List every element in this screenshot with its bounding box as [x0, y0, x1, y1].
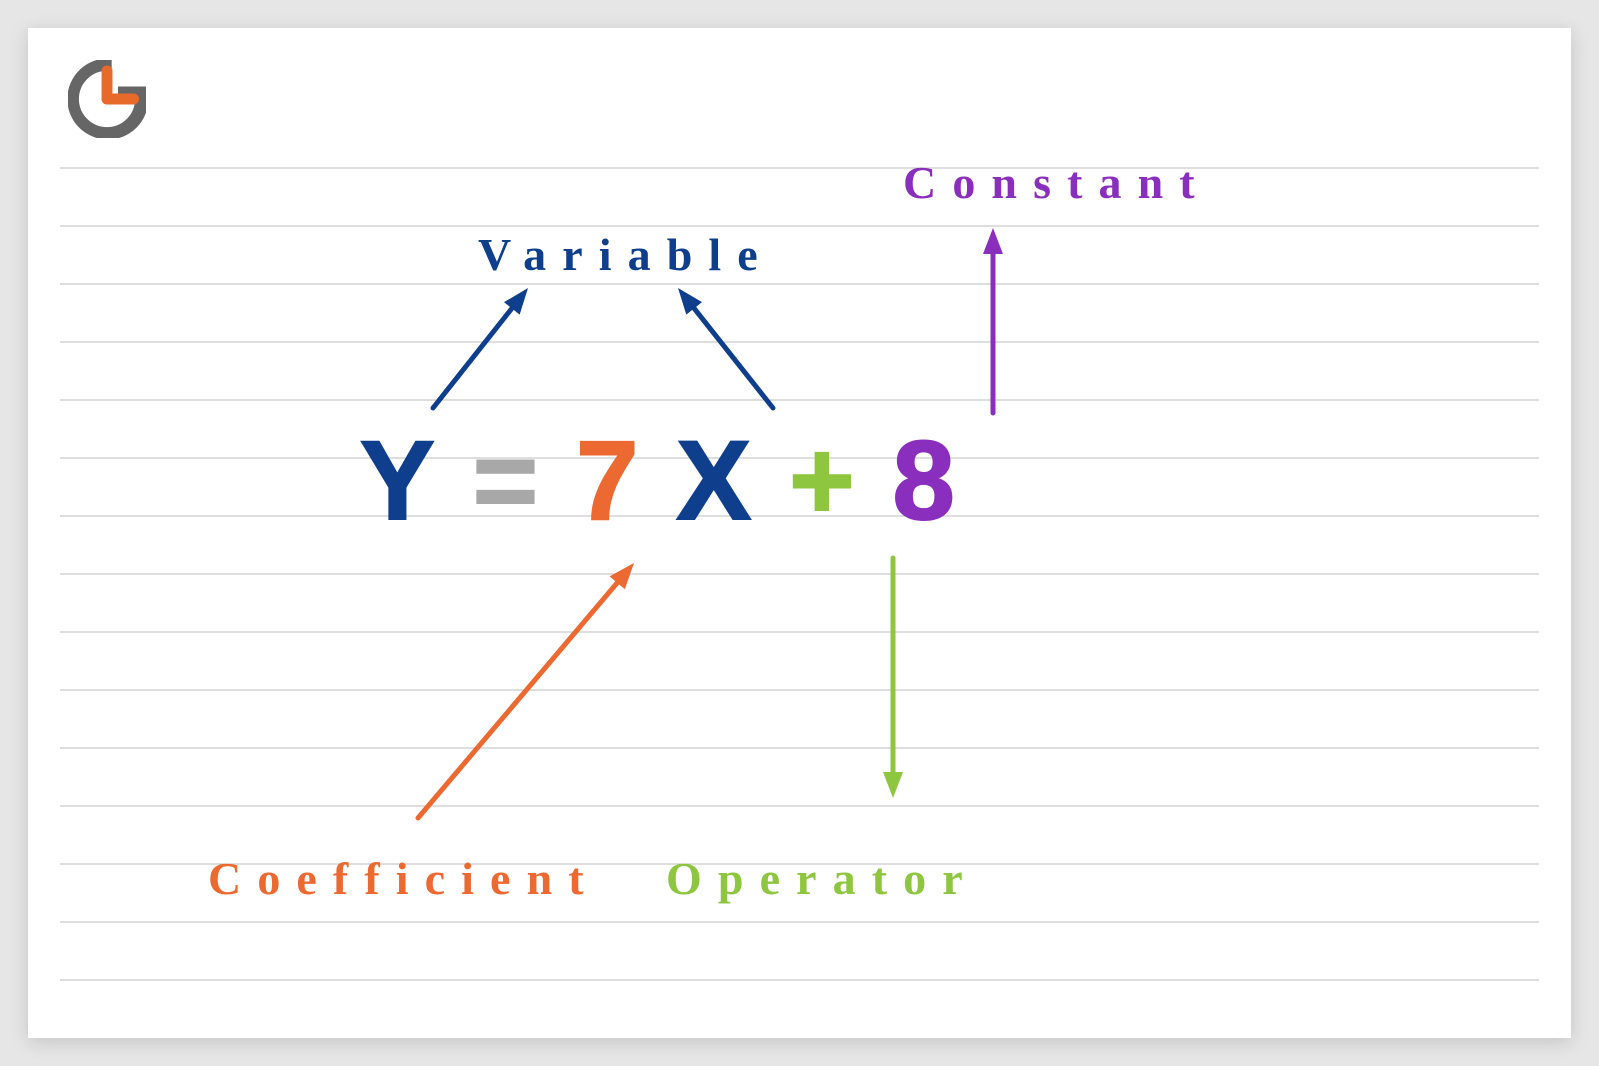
- arrow-constant-8-head: [983, 228, 1003, 254]
- label-operator: Operator: [666, 852, 979, 905]
- label-constant: Constant: [903, 156, 1211, 209]
- arrow-variable-y: [433, 300, 518, 408]
- term-8: 8: [893, 416, 955, 545]
- paper-card: Y = 7X +8 Variable Constant Coefficient Ope…: [28, 28, 1571, 1038]
- page-background: Y = 7X +8 Variable Constant Coefficient Ope…: [0, 0, 1599, 1066]
- label-coefficient: Coefficient: [208, 852, 600, 905]
- label-variable: Variable: [478, 228, 774, 281]
- term-7: 7: [576, 416, 638, 545]
- logo-icon: [68, 60, 146, 143]
- term-plus: +: [789, 416, 854, 545]
- term-equals: =: [473, 416, 538, 545]
- term-x: X: [676, 416, 751, 545]
- equation: Y = 7X +8: [360, 416, 955, 545]
- arrow-variable-x: [688, 300, 773, 408]
- term-y: Y: [360, 416, 435, 545]
- arrow-operator-plus-head: [883, 772, 903, 798]
- arrow-coefficient-7: [418, 575, 624, 818]
